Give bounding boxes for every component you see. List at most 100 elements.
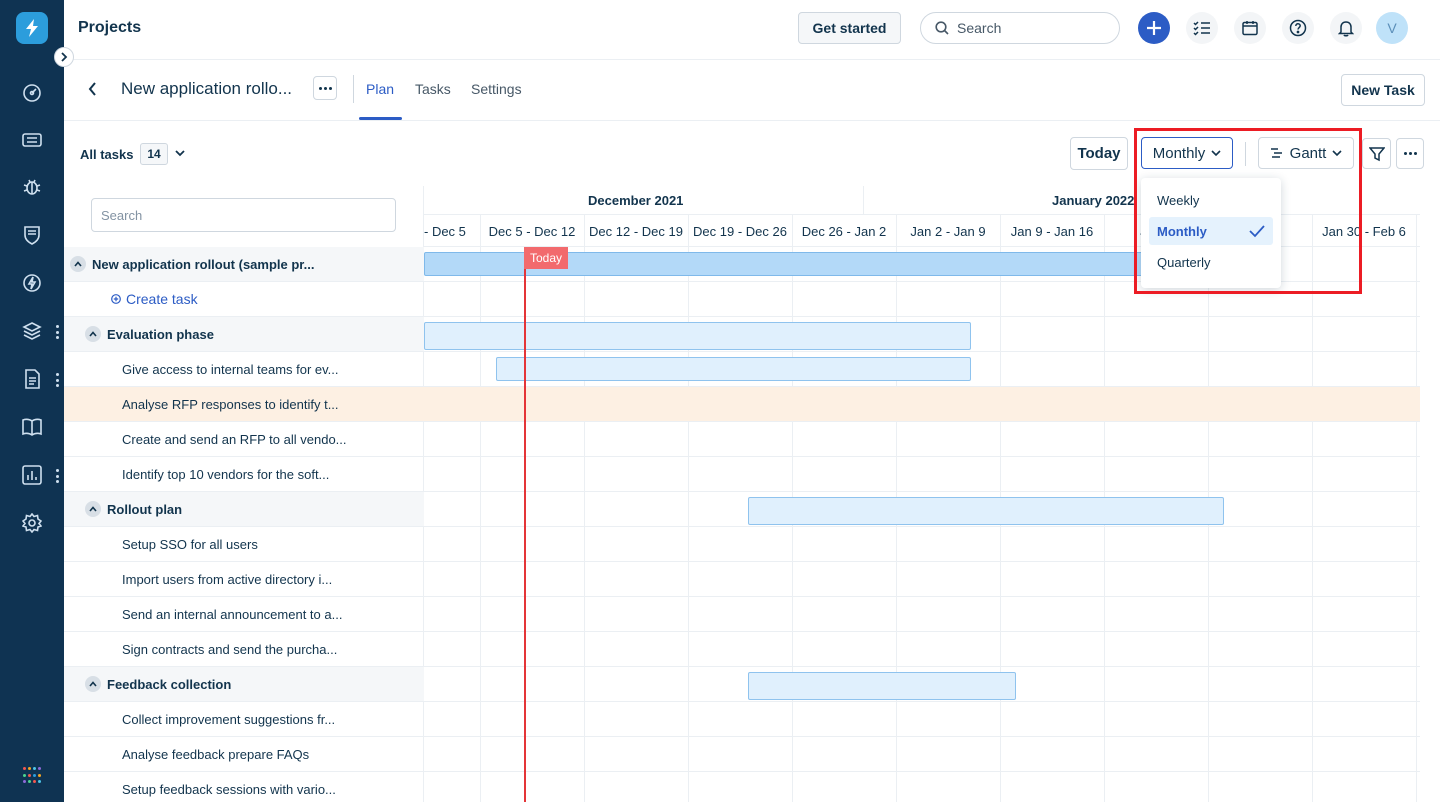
- tab-settings[interactable]: Settings: [471, 81, 522, 97]
- task-row[interactable]: Collect improvement suggestions fr...: [64, 702, 424, 737]
- all-tasks-label[interactable]: All tasks: [80, 147, 134, 162]
- lightning-icon[interactable]: [20, 271, 44, 295]
- row-label: Analyse RFP responses to identify t...: [122, 396, 339, 412]
- shield-icon[interactable]: [20, 223, 44, 247]
- avatar[interactable]: V: [1376, 12, 1408, 44]
- view-mode-select[interactable]: Monthly: [1141, 137, 1233, 169]
- chart-type-select[interactable]: Gantt: [1258, 137, 1354, 169]
- task-row[interactable]: Analyse RFP responses to identify t...: [64, 387, 424, 422]
- create-task-link[interactable]: Create task: [111, 291, 198, 307]
- help-icon: [1289, 19, 1307, 37]
- project-row[interactable]: New application rollout (sample pr...: [64, 247, 424, 282]
- gantt-row: [424, 562, 1420, 597]
- gantt-row: [424, 317, 1420, 352]
- today-button[interactable]: Today: [1070, 137, 1128, 170]
- task-row[interactable]: Import users from active directory i...: [64, 562, 424, 597]
- reports-icon[interactable]: [20, 463, 44, 487]
- dropdown-option-monthly[interactable]: Monthly: [1149, 217, 1273, 245]
- chevron-down-icon: [1332, 150, 1342, 157]
- dashboard-icon[interactable]: [20, 81, 44, 105]
- ticket-icon[interactable]: [20, 128, 44, 152]
- group-row[interactable]: Rollout plan: [64, 492, 424, 527]
- collapse-toggle-icon[interactable]: [85, 501, 101, 517]
- row-label: Feedback collection: [107, 676, 232, 692]
- today-marker-line: [524, 247, 526, 802]
- add-new-button[interactable]: [1138, 12, 1170, 44]
- gantt-column-line: [688, 215, 689, 802]
- task-row[interactable]: Send an internal announcement to a...: [64, 597, 424, 632]
- project-header: New application rollo... Plan Tasks Sett…: [64, 61, 1440, 121]
- filter-button[interactable]: [1362, 138, 1391, 169]
- gantt-week-label: Dec 26 - Jan 2: [801, 224, 887, 239]
- group-row[interactable]: Evaluation phase: [64, 317, 424, 352]
- gantt-row: [424, 632, 1420, 667]
- task-row[interactable]: Create and send an RFP to all vendo...: [64, 422, 424, 457]
- sidebar: [0, 0, 64, 802]
- gantt-row: [424, 282, 1420, 317]
- row-label: Collect improvement suggestions fr...: [122, 711, 336, 727]
- sidebar-collapse-button[interactable]: [54, 47, 74, 67]
- gantt-bar-give-access[interactable]: [496, 357, 971, 381]
- gantt-bar-rollout-plan[interactable]: [748, 497, 1224, 525]
- chevron-left-icon: [88, 82, 96, 96]
- document-icon[interactable]: [20, 367, 44, 391]
- gantt-bar-feedback-collection[interactable]: [748, 672, 1016, 700]
- task-search-input[interactable]: Search: [91, 198, 396, 232]
- todo-list-button[interactable]: [1186, 12, 1218, 44]
- task-row[interactable]: Setup feedback sessions with vario...: [64, 772, 424, 802]
- tab-plan[interactable]: Plan: [366, 81, 395, 97]
- task-count-badge: 14: [140, 143, 168, 165]
- help-button[interactable]: [1282, 12, 1314, 44]
- collapse-toggle-icon[interactable]: [85, 676, 101, 692]
- search-icon: [935, 21, 949, 35]
- get-started-button[interactable]: Get started: [798, 12, 901, 44]
- row-label: Setup feedback sessions with vario...: [122, 781, 336, 797]
- gantt-week-header: - Dec 5 Dec 5 - Dec 12 Dec 12 - Dec 19 Dec …: [424, 215, 1420, 247]
- layers-icon[interactable]: [20, 319, 44, 343]
- gantt-row: [424, 422, 1420, 457]
- task-row[interactable]: Identify top 10 vendors for the soft...: [64, 457, 424, 492]
- project-more-button[interactable]: [313, 76, 337, 100]
- gantt-row: [424, 737, 1420, 772]
- layers-more-icon[interactable]: [54, 325, 60, 339]
- gantt-column-line: [1312, 215, 1313, 802]
- gantt-week-label: - Dec 5: [424, 224, 466, 239]
- task-row[interactable]: Setup SSO for all users: [64, 527, 424, 562]
- task-row[interactable]: Sign contracts and send the purcha...: [64, 632, 424, 667]
- create-task-row[interactable]: Create task: [64, 282, 424, 317]
- global-search-input[interactable]: Search: [920, 12, 1120, 44]
- back-button[interactable]: [82, 79, 102, 99]
- chevron-down-icon[interactable]: [174, 148, 186, 158]
- tab-tasks[interactable]: Tasks: [415, 81, 451, 97]
- toolbar-divider: [1245, 142, 1246, 166]
- group-row[interactable]: Feedback collection: [64, 667, 424, 702]
- more-options-button[interactable]: [1396, 138, 1424, 169]
- collapse-toggle-icon[interactable]: [70, 256, 86, 272]
- gantt-week-label: Dec 19 - Dec 26: [693, 224, 787, 239]
- view-mode-value: Monthly: [1152, 144, 1206, 162]
- notifications-button[interactable]: [1330, 12, 1362, 44]
- row-label: New application rollout (sample pr...: [92, 256, 315, 272]
- row-label: Setup SSO for all users: [122, 536, 258, 552]
- row-label: Import users from active directory i...: [122, 571, 333, 587]
- apps-grid-icon[interactable]: [23, 767, 41, 785]
- dropdown-option-quarterly[interactable]: Quarterly: [1157, 254, 1211, 270]
- calendar-button[interactable]: [1234, 12, 1266, 44]
- dropdown-option-weekly[interactable]: Weekly: [1157, 192, 1200, 208]
- task-row[interactable]: Give access to internal teams for ev...: [64, 352, 424, 387]
- gantt-icon: [1270, 148, 1282, 158]
- gantt-column-line: [1416, 215, 1417, 802]
- reports-more-icon[interactable]: [54, 469, 60, 483]
- book-icon[interactable]: [20, 415, 44, 439]
- collapse-toggle-icon[interactable]: [85, 326, 101, 342]
- gantt-chart: December 2021 January 2022 - Dec 5 Dec 5 …: [424, 186, 1420, 802]
- row-label: Create and send an RFP to all vendo...: [122, 431, 347, 447]
- task-row[interactable]: Analyse feedback prepare FAQs: [64, 737, 424, 772]
- document-more-icon[interactable]: [54, 373, 60, 387]
- gantt-row: [424, 492, 1420, 527]
- app-logo-icon[interactable]: [16, 12, 48, 44]
- bug-icon[interactable]: [20, 175, 44, 199]
- gantt-bar-evaluation-phase[interactable]: [424, 322, 971, 350]
- new-task-button[interactable]: New Task: [1341, 74, 1425, 106]
- settings-gear-icon[interactable]: [20, 511, 44, 535]
